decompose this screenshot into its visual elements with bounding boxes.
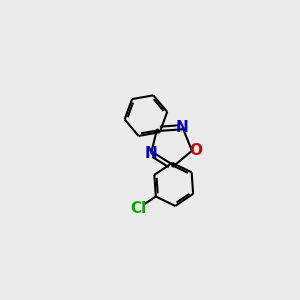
Text: Cl: Cl: [130, 201, 146, 216]
Text: N: N: [145, 146, 157, 161]
Text: O: O: [189, 143, 202, 158]
Text: N: N: [176, 120, 189, 135]
